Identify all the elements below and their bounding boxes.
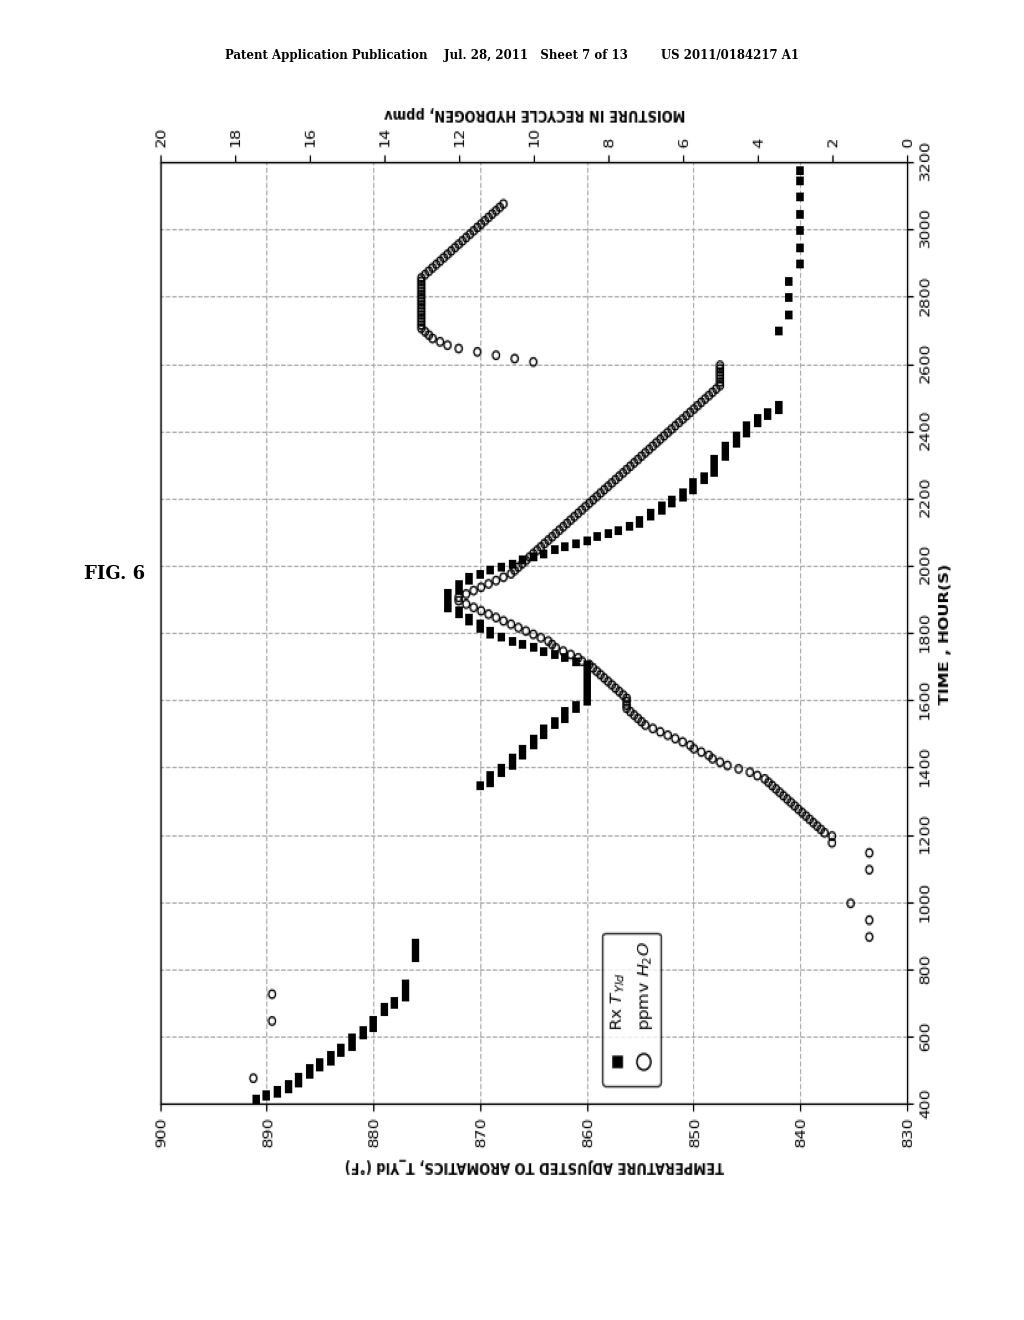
Text: Patent Application Publication    Jul. 28, 2011   Sheet 7 of 13        US 2011/0: Patent Application Publication Jul. 28, …: [225, 49, 799, 62]
Text: FIG. 6: FIG. 6: [84, 565, 145, 583]
